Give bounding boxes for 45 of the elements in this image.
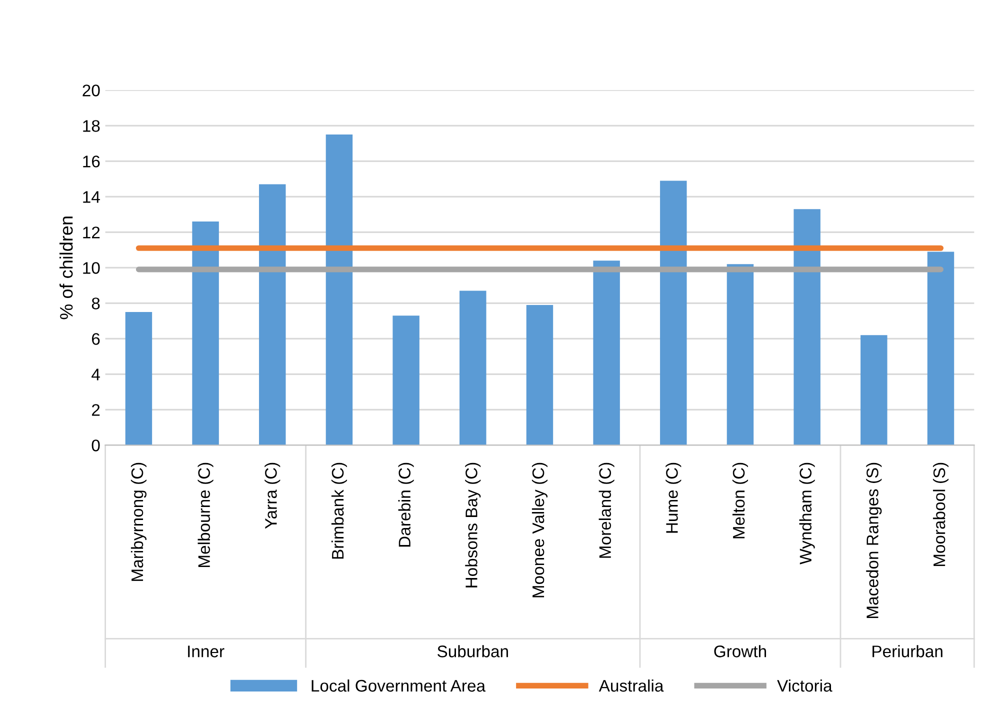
x-tick-label: Melbourne (C) [198,462,214,567]
x-tick-label: Yarra (C) [264,462,280,529]
x-tick-label: Brimbank (C) [331,462,347,559]
y-tick-label: 6 [92,333,100,345]
y-tick-label: 20 [82,84,100,96]
bar [927,252,954,446]
legend-label: Victoria [777,679,832,692]
legend-label: Local Government Area [312,679,486,692]
x-tick-label: Macedon Ranges (S) [866,462,882,618]
bar [326,134,353,446]
bar [593,260,620,446]
bar [526,304,554,446]
x-tick-label: Wyndham (C) [799,462,815,564]
bar [125,312,152,446]
bar [392,316,420,446]
bar [860,335,888,446]
text: Inner [188,646,224,658]
x-tick-label: Melton (C) [732,462,748,538]
bar [660,180,687,446]
x-tick-label: Maribyrnong (C) [130,462,146,581]
bar [192,222,219,446]
x-tick-label: Hume (C) [666,462,682,533]
text: Growth [714,645,766,658]
y-tick-label: 0 [92,440,100,452]
text: Suburban [438,645,508,658]
x-tick-label: Moonee Valley (C) [532,462,548,598]
y-tick-label: 10 [83,262,100,274]
x-tick-label: Moorabool (S) [932,462,948,566]
bar [726,264,754,446]
bar [794,209,820,446]
bar [460,290,486,446]
y-tick-label: 12 [83,226,100,238]
x-tick-label: Darebin (C) [398,462,414,547]
y-tick-label: 16 [83,156,100,168]
x-tick-label: Hobsons Bay (C) [465,462,481,588]
legend-label: Australia [598,679,664,692]
y-axis-title: % of children [60,216,73,320]
y-tick-label: 18 [83,120,100,132]
y-tick-label: 2 [92,404,100,416]
text: Periurban [872,645,942,658]
y-tick-label: 14 [83,191,100,203]
y-tick-label: 4 [92,368,100,380]
bar [259,184,286,446]
x-tick-label: Moreland (C) [598,462,614,558]
y-tick-label: 8 [92,298,100,310]
